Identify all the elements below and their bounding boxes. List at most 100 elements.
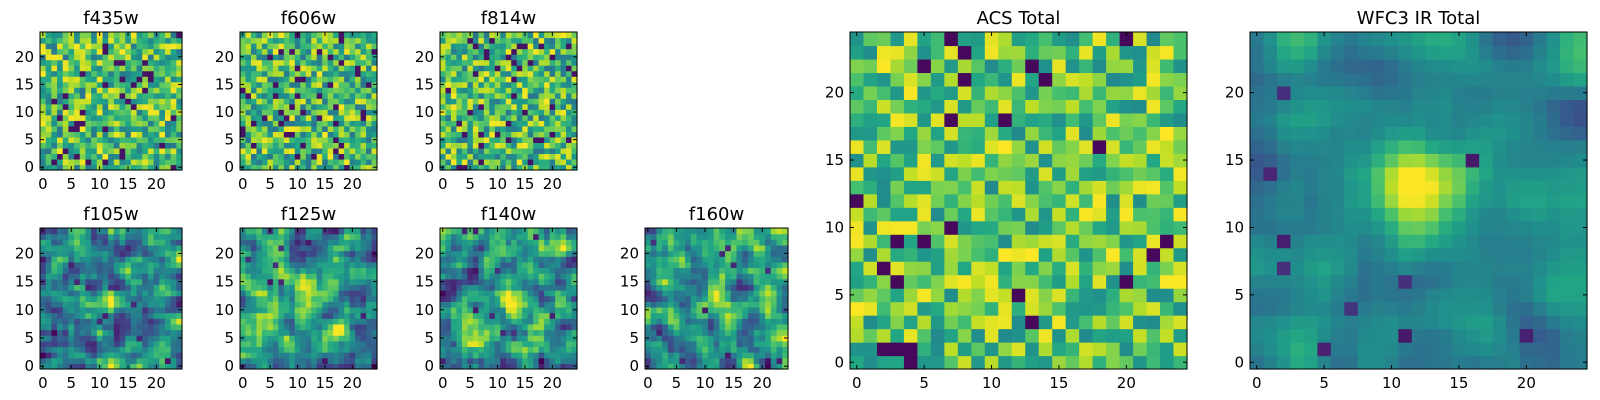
heatmap-cell (555, 153, 562, 160)
heatmap-cell (522, 131, 529, 138)
heatmap-cell (125, 109, 132, 116)
heatmap-cell (511, 239, 518, 246)
heatmap-cell (516, 81, 523, 88)
heatmap-cell (1065, 207, 1080, 222)
heatmap-cell (571, 312, 578, 319)
heatmap-cell (685, 335, 692, 342)
heatmap-cell (338, 244, 345, 252)
heatmap-cell (108, 335, 115, 342)
heatmap-cell (555, 256, 562, 263)
heatmap-cell (707, 318, 715, 325)
heatmap-cell (1146, 180, 1161, 195)
heatmap-cell (113, 228, 121, 235)
heatmap-cell (267, 98, 274, 105)
heatmap-cell (176, 312, 183, 319)
heatmap-cell (96, 301, 104, 308)
heatmap-cell (1052, 166, 1067, 181)
heatmap-cell (1038, 342, 1053, 357)
heatmap-cell (500, 273, 507, 280)
heatmap-cell (478, 153, 485, 160)
heatmap-cell (776, 340, 783, 348)
heatmap-cell (984, 180, 999, 195)
heatmap-cell (289, 261, 296, 269)
heatmap-cell (511, 335, 518, 342)
x-tick-label: 0 (38, 374, 48, 392)
heatmap-cell (656, 250, 663, 257)
heatmap-cell (245, 228, 252, 235)
heatmap-cell (1011, 342, 1026, 357)
heatmap-cell (176, 70, 183, 77)
heatmap-cell (305, 37, 312, 44)
heatmap-cell (311, 312, 318, 319)
heatmap-cell (930, 274, 945, 289)
heatmap-cell (713, 261, 720, 269)
heatmap-cell (349, 284, 356, 291)
heatmap-cell (96, 267, 104, 274)
heatmap-cell (719, 323, 726, 331)
heatmap-cell (153, 261, 160, 269)
heatmap-cell (500, 239, 507, 246)
heatmap-cell (522, 340, 529, 348)
heatmap-cell (170, 131, 177, 138)
heatmap-cell (240, 346, 247, 353)
x-tick-label: 15 (315, 374, 334, 392)
heatmap-cell (770, 340, 778, 348)
heatmap-cell (125, 70, 132, 77)
heatmap-cell (316, 239, 323, 246)
heatmap-cell (516, 323, 523, 331)
heatmap-cell (690, 250, 698, 257)
heatmap-cell (153, 125, 160, 132)
heatmap-cell (170, 250, 177, 257)
heatmap-cell (45, 301, 52, 308)
heatmap-cell (516, 352, 523, 359)
heatmap-cell (96, 278, 104, 285)
heatmap-cell (79, 70, 87, 77)
heatmap-cell (316, 335, 323, 342)
heatmap-cell (338, 284, 345, 291)
heatmap-cell (74, 103, 81, 110)
heatmap-cell (776, 301, 783, 308)
heatmap-cell (338, 147, 345, 155)
heatmap-cell (142, 131, 149, 138)
heatmap-cell (516, 142, 523, 149)
heatmap-cell (108, 147, 115, 155)
heatmap-cell (344, 164, 351, 171)
heatmap-cell (555, 76, 562, 83)
heatmap-cell (278, 153, 285, 160)
heatmap-cell (360, 278, 367, 285)
heatmap-cell (560, 103, 567, 110)
heatmap-cell (170, 54, 177, 61)
heatmap-cell (533, 363, 540, 370)
heatmap-cell (366, 70, 373, 77)
heatmap-cell (85, 318, 92, 325)
heatmap-cell (707, 284, 715, 291)
heatmap-cell (1119, 193, 1134, 208)
heatmap-cell (645, 295, 652, 302)
heatmap-cell (57, 87, 64, 94)
heatmap-cell (494, 250, 501, 257)
heatmap-cell (1079, 355, 1094, 370)
heatmap-cell (876, 220, 892, 235)
heatmap-cell (527, 87, 534, 94)
heatmap-cell (667, 267, 675, 274)
heatmap-cell (555, 158, 562, 166)
heatmap-cell (494, 147, 501, 155)
heatmap-cell (327, 120, 334, 127)
heatmap-cell (511, 244, 518, 252)
heatmap-cell (327, 329, 334, 336)
heatmap-cell (256, 352, 263, 359)
heatmap-cell (272, 158, 279, 166)
heatmap-cell (1173, 288, 1188, 303)
heatmap-cell (283, 81, 290, 88)
heatmap-cell (679, 290, 686, 297)
heatmap-cell (371, 318, 378, 325)
heatmap-cell (102, 32, 109, 39)
heatmap-cell (494, 158, 501, 166)
heatmap-cell (1146, 355, 1161, 370)
heatmap-cell (283, 250, 290, 257)
heatmap-cell (349, 267, 356, 274)
heatmap-cell (494, 295, 501, 302)
heatmap-cell (91, 273, 98, 280)
heatmap-cell (538, 98, 545, 105)
